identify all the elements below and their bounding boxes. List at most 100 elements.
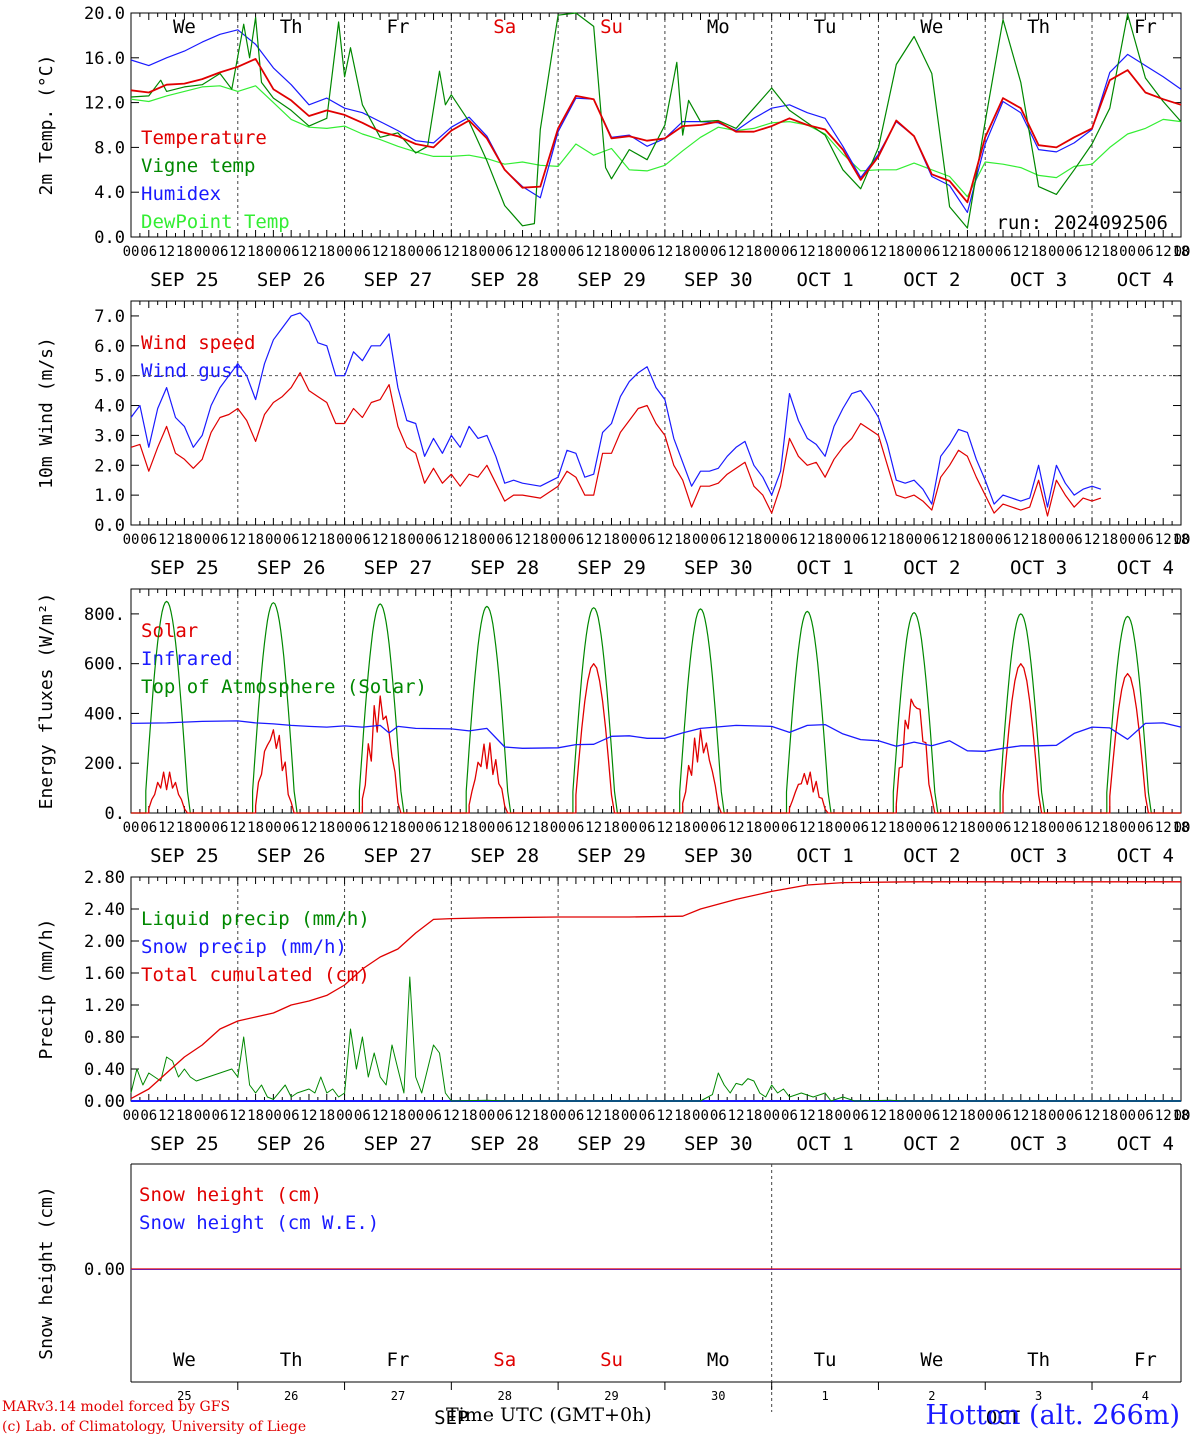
x-date-label: SEP 25 — [150, 269, 219, 291]
x-hour-label: 18 — [674, 1108, 691, 1124]
y-axis-label: 2m Temp. (°C) — [36, 55, 57, 196]
x-hour-label: 06 — [995, 1108, 1012, 1124]
x-hour-label: 06 — [1066, 1108, 1083, 1124]
x-hour-label: 00 — [692, 820, 709, 836]
x-hour-label: 06 — [425, 532, 442, 548]
y-tick-label: 0.40 — [84, 1060, 125, 1080]
x-hour-label: 18 — [176, 532, 193, 548]
x-date-label: SEP 25 — [150, 845, 219, 867]
x-hour-label: 12 — [585, 1108, 602, 1124]
x-date-label: OCT 4 — [1117, 269, 1174, 291]
x-hour-label: 18 — [1030, 532, 1047, 548]
x-hour-label: 00 — [977, 244, 994, 260]
y-axis-label: Precip (mm/h) — [36, 919, 57, 1060]
x-hour-label: 12 — [1084, 820, 1101, 836]
x-date-label: SEP 27 — [364, 557, 433, 579]
x-hour-label: 18 — [176, 1108, 193, 1124]
panel-wind: 0.0 1.0 2.0 3.0 4.0 5.0 6.0 7.0 10m Wind (m/s) 00… — [36, 300, 1190, 579]
x-hour-label: 18 — [959, 244, 976, 260]
x-hour-label: 18 — [318, 1108, 335, 1124]
x-date-label: SEP 29 — [577, 1133, 646, 1155]
series-solar — [131, 663, 1181, 814]
x-hour-label: 18 — [1030, 244, 1047, 260]
x-hour-label: 12 — [158, 532, 175, 548]
x-hour-label: 00 — [123, 532, 140, 548]
day-number: 27 — [391, 1389, 405, 1403]
x-hour-label: 00 — [621, 244, 638, 260]
x-hour-label: 06 — [639, 244, 656, 260]
x-date-label: OCT 4 — [1117, 557, 1174, 579]
x-hour-label: 00 — [123, 244, 140, 260]
y-tick-label: 0.80 — [84, 1028, 125, 1048]
x-hour-label: 12 — [585, 820, 602, 836]
x-hour-label: 06 — [852, 532, 869, 548]
x-hour-label: 00 — [550, 244, 567, 260]
x-hour-label: 18 — [888, 820, 905, 836]
day-name: Th — [1027, 16, 1050, 38]
x-hour-label: 06 — [496, 244, 513, 260]
x-hour-label: 12 — [1155, 1108, 1172, 1124]
day-name: We — [173, 16, 196, 38]
x-hour-label: 12 — [372, 532, 389, 548]
x-hour-label: 00 — [763, 1108, 780, 1124]
x-hour-label: 06 — [995, 820, 1012, 836]
x-hour-label: 00 — [336, 532, 353, 548]
x-hour-label: 06 — [567, 532, 584, 548]
day-name: Mo — [707, 16, 730, 38]
x-hour-label: 06 — [283, 532, 300, 548]
x-date-label: SEP 26 — [257, 845, 326, 867]
legend-entry: Snow height (cm W.E.) — [139, 1212, 379, 1234]
x-hour-label: 06 — [781, 820, 798, 836]
x-hour-label: 00 — [336, 820, 353, 836]
x-hour-label: 18 — [888, 532, 905, 548]
station-name: Hotton (alt. 266m) — [925, 1400, 1180, 1431]
x-hour-label: 06 — [212, 1108, 229, 1124]
x-hour-label: 00 — [336, 1108, 353, 1124]
series-total-cumulated — [130, 881, 1181, 1100]
x-hour-label: 06 — [852, 820, 869, 836]
day-number: 25 — [177, 1389, 191, 1403]
x-hour-label: 00 — [977, 1108, 994, 1124]
panel-frame — [130, 300, 1182, 526]
x-hour-label: 18 — [817, 532, 834, 548]
x-hour-label: 18 — [1173, 532, 1190, 548]
x-hour-label: 12 — [870, 1108, 887, 1124]
x-date-label: SEP 28 — [470, 1133, 539, 1155]
day-name: Fr — [387, 16, 410, 38]
x-hour-labels: 00 06 12 18 00 06 12 18 00 06 12 18 00 06 12 18 00 06 12 18… — [123, 1108, 1191, 1124]
x-hour-label: 12 — [514, 820, 531, 836]
x-hour-label: 06 — [567, 244, 584, 260]
x-date-label: OCT 3 — [1010, 557, 1067, 579]
day-number: 3 — [1035, 1389, 1042, 1403]
day-number: 4 — [1142, 1389, 1149, 1403]
panel-energy: 0. 200. 400. 600. 800. Energy fluxes (W/m²) 00… — [36, 588, 1190, 867]
x-hour-label: 00 — [906, 1108, 923, 1124]
series-humidex — [130, 29, 1182, 213]
x-hour-label: 00 — [1174, 244, 1191, 260]
x-hour-label: 06 — [710, 1108, 727, 1124]
day-number: 30 — [711, 1389, 725, 1403]
x-hour-label: 06 — [923, 820, 940, 836]
x-date-label: OCT 1 — [796, 269, 853, 291]
series-wind-speed — [130, 372, 1102, 517]
x-date-label: SEP 26 — [257, 269, 326, 291]
x-hour-label: 12 — [870, 532, 887, 548]
y-tick-label: 0.0 — [94, 516, 125, 536]
x-hour-label: 00 — [1119, 244, 1136, 260]
x-hour-label: 12 — [799, 820, 816, 836]
x-date-label: SEP 26 — [257, 1133, 326, 1155]
run-label: run: 2024092506 — [996, 212, 1168, 234]
x-hour-label: 12 — [799, 244, 816, 260]
x-hour-label: 06 — [852, 244, 869, 260]
x-hour-label: 06 — [710, 820, 727, 836]
x-hour-label: 06 — [354, 1108, 371, 1124]
x-date-label: SEP 26 — [257, 557, 326, 579]
x-hour-label: 00 — [977, 820, 994, 836]
x-hour-label: 12 — [301, 532, 318, 548]
x-hour-label: 12 — [301, 820, 318, 836]
x-date-label: OCT 4 — [1117, 1133, 1174, 1155]
x-hour-label: 18 — [461, 820, 478, 836]
x-hour-label: 06 — [995, 532, 1012, 548]
x-hour-label: 12 — [1084, 244, 1101, 260]
